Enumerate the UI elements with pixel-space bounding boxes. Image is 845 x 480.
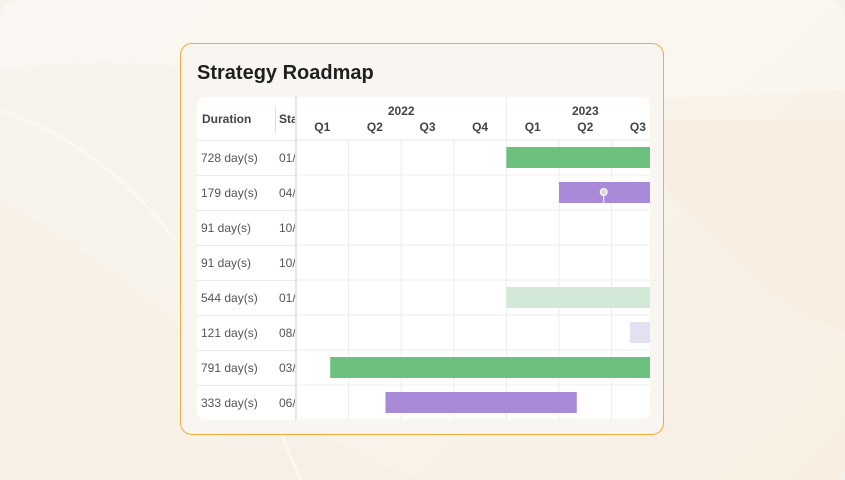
task-bar[interactable] [506,147,650,168]
start-cell[interactable]: 10/ [279,256,295,270]
start-cell[interactable]: 04/ [279,186,295,200]
quarter-label: Q1 [314,120,330,134]
row-divider [197,385,295,386]
duration-cell[interactable]: 91 day(s) [201,221,252,235]
duration-cell[interactable]: 728 day(s) [201,151,258,165]
start-cell[interactable]: 08/ [279,326,295,340]
row-divider [197,210,295,211]
quarter-label: Q2 [577,120,593,134]
row-divider [197,350,295,351]
duration-cell[interactable]: 91 day(s) [201,256,252,270]
quarter-label: Q1 [525,120,541,134]
column-header-duration[interactable]: Duration [202,112,252,126]
gantt-panel: Duration Start 728 day(s) 01/179 day(s) 04… [197,97,650,420]
column-header-start[interactable]: Start [279,112,295,126]
duration-cell[interactable]: 121 day(s) [201,326,258,340]
task-bar[interactable] [330,357,650,378]
task-bar[interactable] [506,287,650,308]
start-cell[interactable]: 06/ [279,396,295,410]
quarter-label: Q3 [419,120,435,134]
duration-cell[interactable]: 791 day(s) [201,361,258,375]
quarter-label: Q3 [630,120,646,134]
row-divider [197,315,295,316]
progress-handle[interactable] [599,188,608,196]
task-bar[interactable] [385,392,577,413]
row-divider [197,140,295,141]
row-divider [197,175,295,176]
year-label: 2022 [388,104,415,118]
duration-cell[interactable]: 333 day(s) [201,396,258,410]
duration-cell[interactable]: 544 day(s) [201,291,258,305]
start-cell[interactable]: 10/ [279,221,295,235]
task-bar[interactable] [630,322,650,343]
start-cell[interactable]: 03/ [279,361,295,375]
start-cell[interactable]: 01/ [279,291,295,305]
row-divider [197,245,295,246]
row-divider [197,280,295,281]
column-resize-handle[interactable] [275,107,276,133]
start-cell[interactable]: 01/ [279,151,295,165]
card-title: Strategy Roadmap [197,62,374,84]
duration-cell[interactable]: 179 day(s) [201,186,258,200]
roadmap-card: Strategy Roadmap Duration Start 728 day(… [180,43,664,435]
quarter-label: Q2 [367,120,383,134]
year-label: 2023 [572,104,599,118]
task-grid: Duration Start 728 day(s) 01/179 day(s) 04… [197,97,297,420]
timeline-chart[interactable]: 2022 2023 Q1 Q2 Q3 Q4 Q1 Q2 Q3 [297,97,650,420]
quarter-label: Q4 [472,120,488,134]
